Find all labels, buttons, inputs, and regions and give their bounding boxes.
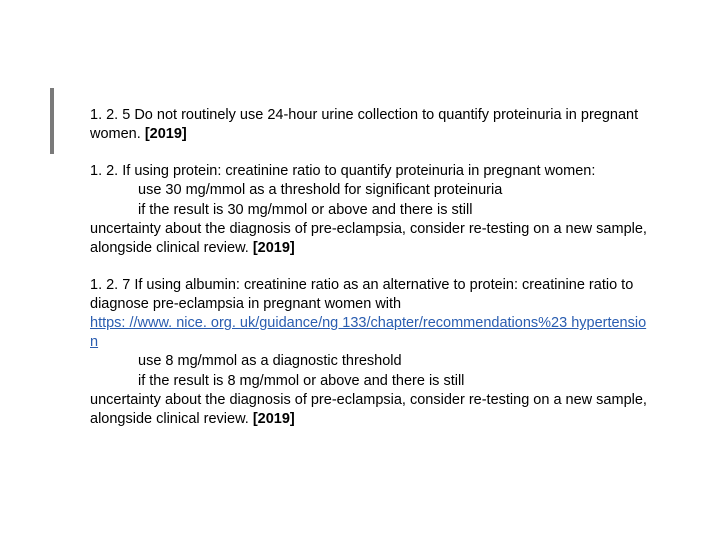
paragraph-1-2: 1. 2. If using protein: creatinine ratio… — [90, 162, 650, 258]
paragraph-1-2-5: 1. 2. 5 Do not routinely use 24‑hour uri… — [90, 106, 650, 144]
p3-year: [2019] — [253, 411, 295, 427]
page: 1. 2. 5 Do not routinely use 24‑hour uri… — [0, 0, 720, 540]
nice-guidance-link[interactable]: https: //www. nice. org. uk/guidance/ng … — [90, 315, 646, 350]
p3-bullet-1: use 8 mg/mmol as a diagnostic threshold — [90, 352, 650, 371]
p2-tail: uncertainty about the diagnosis of pre-e… — [90, 221, 647, 256]
p3-tail: uncertainty about the diagnosis of pre-e… — [90, 392, 647, 427]
p1-year: [2019] — [145, 126, 187, 142]
p2-bullet-2-line1: if the result is 30 mg/mmol or above and… — [90, 201, 650, 220]
p3-bullet-2-line1: if the result is 8 mg/mmol or above and … — [90, 372, 650, 391]
p2-lead: 1. 2. If using protein: creatinine ratio… — [90, 163, 595, 179]
p3-lead: 1. 2. 7 If using albumin: creatinine rat… — [90, 277, 633, 312]
accent-bar — [50, 88, 54, 154]
content-area: 1. 2. 5 Do not routinely use 24‑hour uri… — [90, 106, 650, 447]
p2-bullet-1: use 30 mg/mmol as a threshold for signif… — [90, 181, 650, 200]
paragraph-1-2-7: 1. 2. 7 If using albumin: creatinine rat… — [90, 276, 650, 429]
p2-year: [2019] — [253, 240, 295, 256]
